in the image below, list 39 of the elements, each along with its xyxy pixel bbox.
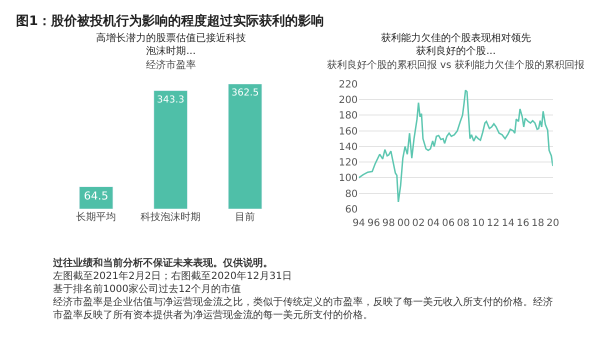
x-tick-label: 科技泡沫时期: [140, 210, 201, 223]
data-label: 362.5: [231, 88, 259, 99]
data-label: 64.5: [84, 190, 108, 203]
x-tick-label: 02: [412, 218, 425, 229]
x-tick-label: 12: [486, 218, 500, 229]
x-tick-label: 20: [546, 218, 560, 229]
y-tick-label: 120: [338, 158, 358, 169]
x-tick-label: 18: [532, 218, 544, 229]
y-tick-label: 220: [338, 79, 358, 90]
text: 图1：股价被投机行为影响的程度超过实际获利的影响: [16, 13, 324, 29]
x-tick-label: 16: [516, 218, 530, 229]
y-tick-label: 80: [345, 188, 358, 200]
chart-subtitle: 经济市盈率: [146, 59, 196, 71]
text: 左图截至2021年2月2日；右图截至2020年12月31日: [53, 270, 292, 282]
text: 过往业绩和当前分析不保证未来表现。仅供说明。: [52, 257, 273, 269]
x-tick-label: 10: [472, 218, 485, 229]
x-tick-label: 04: [427, 218, 440, 229]
x-tick-label: 长期平均: [76, 210, 116, 223]
text: 基于排名前1000家公司过去12个月的市值: [53, 283, 242, 295]
chart-title: 获利能力欠佳的个股表现相对领先获利良好的个股...: [381, 32, 531, 57]
y-tick-label: 180: [338, 110, 358, 122]
x-tick-label: 08: [456, 218, 470, 229]
x-tick-label: 98: [382, 218, 396, 229]
chart-subtitle: 获利良好个股的累积回报 vs 获利能力欠佳个股的累积回报: [327, 59, 584, 71]
x-tick-label: 06: [442, 218, 455, 229]
y-tick-label: 200: [338, 95, 358, 106]
y-tick-label: 160: [338, 126, 358, 138]
x-tick-label: 14: [502, 218, 514, 229]
x-tick-label: 96: [367, 218, 380, 229]
y-tick-label: 140: [338, 142, 358, 153]
y-tick-label: 60: [345, 204, 358, 216]
line-series: [358, 89, 553, 203]
chart-title: 高增长潜力的股票估值已接近科技泡沫时期...: [96, 32, 246, 57]
x-tick-label: 94: [352, 218, 366, 229]
text: 经济市盈率是企业估值与净运营现金流之比，类似于传统定义的市盈率，反映了每一美元收入所支付的价格。经济市盈率反映了所有资本提供者为净运营现金流的每一美元所支付的价格。: [53, 296, 553, 321]
x-tick-label: 目前: [235, 210, 256, 223]
x-tick-label: 00: [397, 218, 410, 229]
data-label: 343.3: [156, 94, 184, 106]
y-tick-label: 100: [338, 173, 358, 184]
